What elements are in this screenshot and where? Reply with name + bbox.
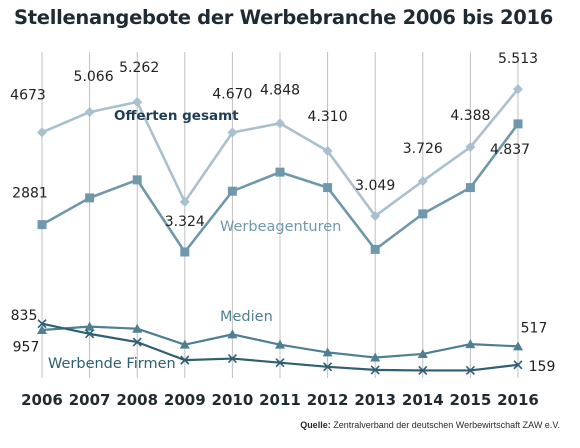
data-point <box>275 358 285 368</box>
data-point <box>227 186 237 196</box>
data-point <box>275 167 285 177</box>
data-point <box>132 97 143 108</box>
data-point <box>418 209 428 219</box>
chart-title: Stellenangebote der Werbebranche 2006 bi… <box>14 6 554 29</box>
data-point <box>275 339 285 349</box>
data-point <box>370 365 380 375</box>
series-name: Offerten gesamt <box>114 108 239 124</box>
series-name: Medien <box>220 309 273 325</box>
data-label: 4.670 <box>212 86 252 102</box>
data-point <box>323 362 333 372</box>
source-label: Quelle: <box>300 420 331 430</box>
data-point <box>132 175 142 185</box>
data-point <box>179 196 190 207</box>
data-point <box>275 118 285 129</box>
data-point <box>465 142 476 153</box>
data-point <box>132 337 142 347</box>
x-tick-label: 2009 <box>164 391 206 409</box>
data-point <box>37 319 47 329</box>
data-point <box>418 365 428 375</box>
data-point <box>465 339 476 349</box>
data-label: 2881 <box>12 186 48 202</box>
data-point <box>322 146 333 157</box>
data-point <box>323 183 333 193</box>
data-point <box>227 354 237 364</box>
x-tick-label: 2012 <box>307 391 349 409</box>
data-label: 4.310 <box>308 109 348 125</box>
data-point <box>227 329 238 339</box>
x-tick-label: 2011 <box>259 391 301 409</box>
data-label: 4.837 <box>490 142 530 158</box>
data-point <box>84 321 95 331</box>
x-tick-label: 2014 <box>402 391 444 409</box>
data-point <box>180 247 190 257</box>
data-point <box>465 183 475 193</box>
data-label: 5.066 <box>74 69 114 85</box>
data-point <box>180 355 190 365</box>
x-tick-label: 2016 <box>497 391 539 409</box>
data-point <box>37 324 47 334</box>
x-tick-label: 2006 <box>21 391 63 409</box>
data-label: 957 <box>13 340 40 356</box>
data-point <box>85 193 95 203</box>
data-point <box>417 348 428 358</box>
data-point <box>179 339 190 349</box>
data-label: 517 <box>521 320 548 336</box>
data-label: 3.324 <box>165 214 205 230</box>
data-point <box>513 84 523 95</box>
x-tick-label: 2007 <box>69 391 111 409</box>
data-point <box>85 329 95 339</box>
data-point <box>513 360 523 370</box>
data-point <box>322 347 333 357</box>
x-tick-label: 2008 <box>116 391 158 409</box>
data-point <box>417 176 428 187</box>
data-label: 3.049 <box>355 178 395 194</box>
x-axis-labels: 2006 2007 2008 2009 2010 2011 2012 2013 2014 2015… <box>21 391 539 409</box>
data-point <box>37 220 47 230</box>
series-name: Werbeagenturen <box>220 219 341 235</box>
data-label: 3.726 <box>403 141 443 157</box>
data-label: 4673 <box>10 87 46 103</box>
data-label: 159 <box>529 359 556 375</box>
series-names: Offerten gesamt Werbeagenturen Medien Werbe… <box>48 108 341 372</box>
data-point <box>84 107 95 118</box>
data-point <box>227 127 238 138</box>
value-labels: 4673 5.066 5.262 3.324 4.670 4.848 4.310 3.049 3… <box>10 51 555 375</box>
data-point <box>37 127 47 138</box>
data-label: 5.513 <box>498 51 538 67</box>
data-label: 5.262 <box>119 60 159 76</box>
series-group <box>37 84 523 375</box>
source-text: Zentralverband der deutschen Werbewirtsc… <box>333 420 560 430</box>
data-point <box>370 352 381 362</box>
data-point <box>370 210 381 221</box>
data-point <box>370 244 380 254</box>
data-point <box>465 365 475 375</box>
x-tick-label: 2013 <box>354 391 396 409</box>
data-point <box>132 323 143 333</box>
data-point <box>513 341 523 351</box>
source-note: Quelle: Zentralverband der deutschen Wer… <box>300 420 560 430</box>
data-label: 835 <box>11 308 38 324</box>
series-name: Werbende Firmen <box>48 356 176 372</box>
x-tick-label: 2010 <box>212 391 254 409</box>
data-label: 4.848 <box>260 82 300 98</box>
gridlines <box>41 52 519 378</box>
data-label: 4.388 <box>450 108 490 124</box>
data-point <box>513 119 523 129</box>
x-tick-label: 2015 <box>450 391 492 409</box>
